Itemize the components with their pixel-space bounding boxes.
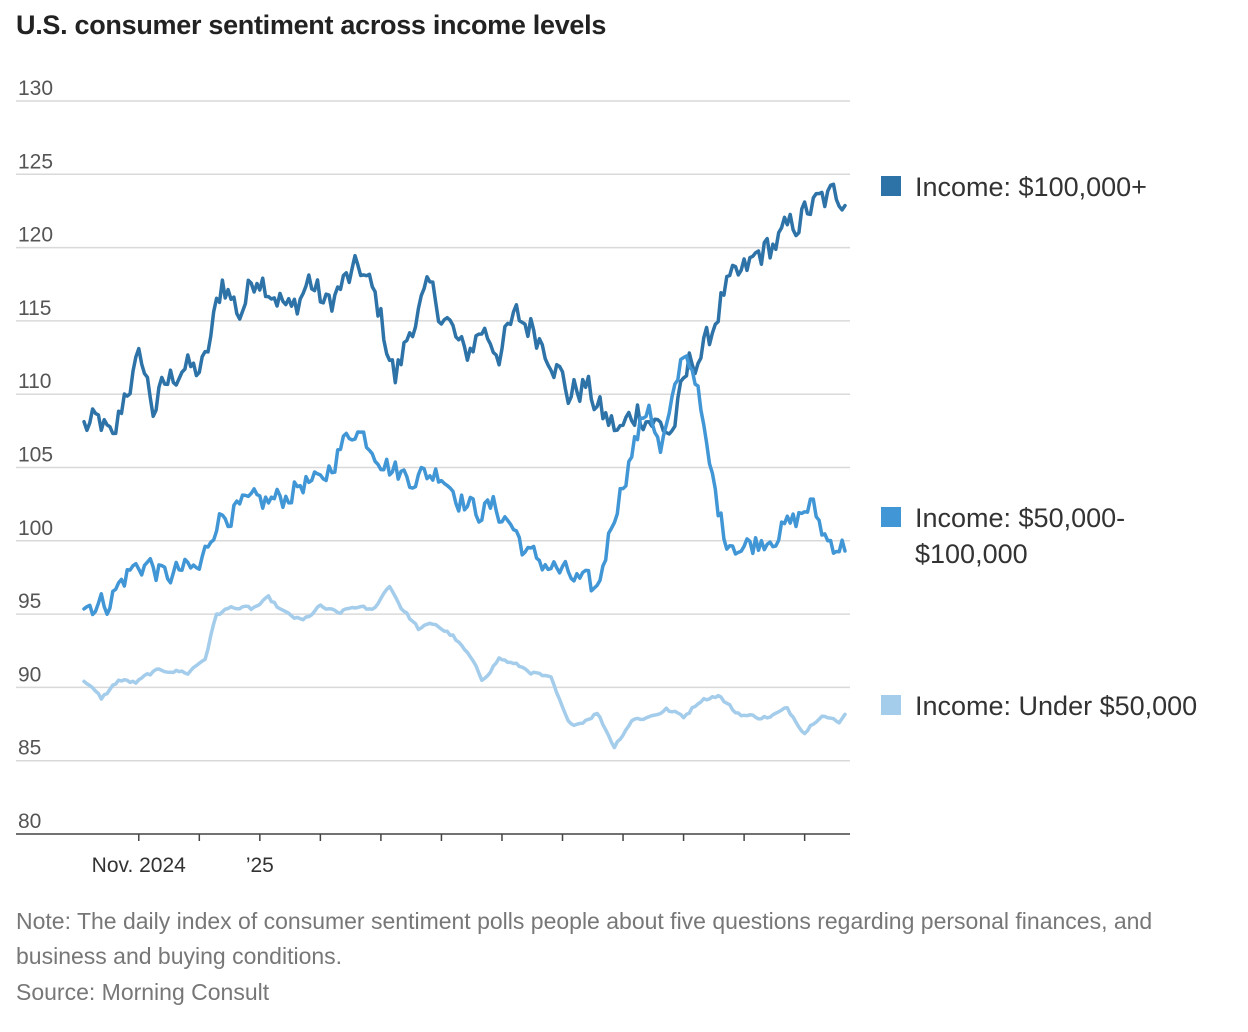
legend-swatch-2: [881, 695, 901, 715]
chart-source: Source: Morning Consult: [16, 979, 270, 1005]
legend-swatch-0: [881, 176, 901, 196]
series-line-1: [82, 354, 847, 617]
y-tick-label: 100: [18, 517, 53, 540]
x-tick-label: Nov. 2024: [92, 854, 186, 877]
legend-label: $100,000: [915, 539, 1028, 569]
y-tick-label: 120: [18, 224, 53, 247]
legend-swatch-1: [881, 507, 901, 527]
line-chart: 80 85 90 95 100 105 110 115 120 125 130 Nov. 2024 ’…: [16, 77, 1197, 877]
series-line-2: [82, 584, 847, 750]
y-tick-label: 115: [18, 297, 51, 320]
y-tick-label: 105: [18, 444, 53, 467]
y-tick-label: 110: [18, 370, 51, 393]
series-line-0: [82, 182, 847, 436]
chart-note: Note: The daily index of consumer sentim…: [16, 908, 1153, 969]
y-tick-label: 90: [18, 663, 41, 686]
y-tick-label: 95: [18, 590, 41, 613]
legend: Income: $100,000+ Income: $50,000- $100,00…: [881, 172, 1197, 721]
series-lines: [82, 182, 847, 750]
chart-title: U.S. consumer sentiment across income le…: [16, 10, 607, 40]
x-tick-label: ’25: [246, 854, 274, 877]
legend-label: Income: Under $50,000: [915, 691, 1197, 721]
y-tick-label: 130: [18, 77, 53, 100]
x-axis: Nov. 2024 ’25: [16, 833, 850, 877]
y-tick-label: 85: [18, 737, 41, 760]
legend-label: Income: $50,000-: [915, 503, 1125, 533]
legend-label: Income: $100,000+: [915, 172, 1147, 202]
y-axis-ticks: 80 85 90 95 100 105 110 115 120 125 130: [18, 77, 53, 833]
y-tick-label: 125: [18, 150, 53, 173]
grid-lines: [16, 100, 850, 762]
y-tick-label: 80: [18, 810, 41, 833]
